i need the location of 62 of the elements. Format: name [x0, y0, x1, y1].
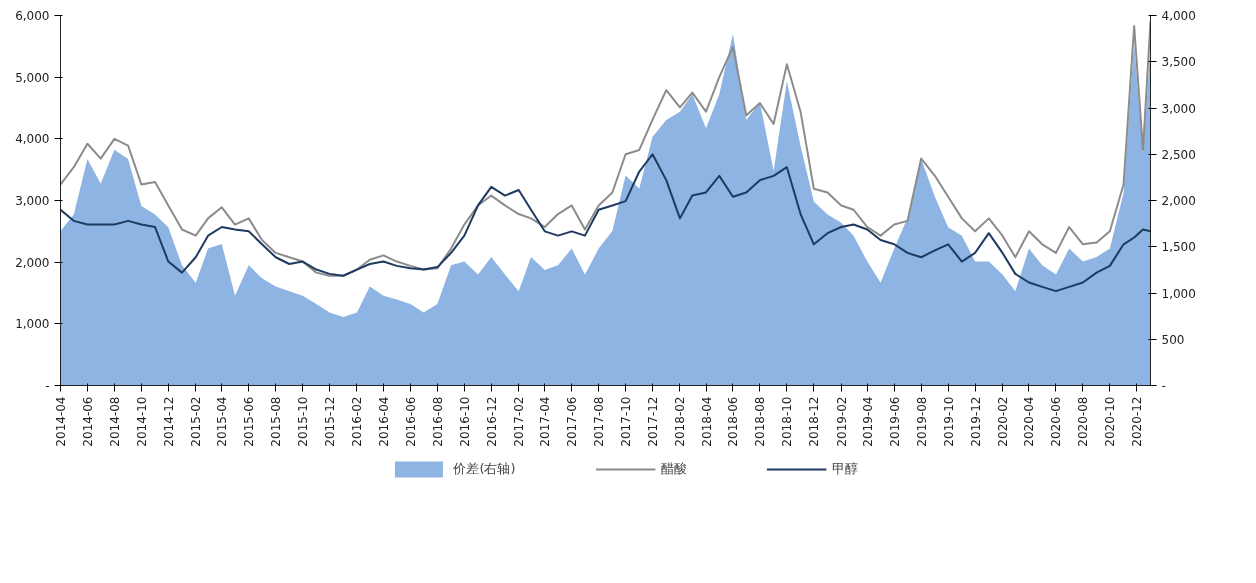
- legend-label: 价差(右轴): [453, 460, 516, 478]
- y-tick-label: 5,000: [15, 70, 50, 85]
- x-tick-label: 2020-12: [1130, 396, 1145, 447]
- y-tick-label: 6,000: [15, 9, 50, 23]
- y2-tick-label: 1,500: [1161, 240, 1196, 255]
- x-tick-label: 2020-04: [1022, 396, 1037, 447]
- x-tick-label: 2019-10: [941, 396, 956, 447]
- x-tick-label: 2015-08: [269, 396, 284, 447]
- x-tick-label: 2018-06: [726, 396, 741, 447]
- y2-tick-label: -: [1161, 379, 1166, 393]
- x-tick-label: 2018-12: [807, 396, 822, 447]
- x-tick-label: 2016-10: [457, 396, 472, 447]
- y2-tick-label: 1,000: [1161, 286, 1196, 301]
- x-tick-label: 2020-02: [995, 396, 1010, 447]
- y2-tick-label: 500: [1161, 332, 1185, 347]
- x-tick-label: 2014-12: [161, 396, 176, 447]
- x-tick-label: 2018-10: [780, 396, 795, 447]
- x-tick-label: 2014-06: [80, 396, 95, 447]
- y-tick-label: 3,000: [15, 194, 50, 208]
- x-tick-label: 2019-04: [860, 396, 875, 447]
- x-tick-label: 2019-12: [968, 396, 983, 447]
- x-tick-label: 2015-02: [189, 396, 204, 447]
- legend-label: 醋酸: [660, 460, 687, 478]
- y-tick-label: 4,000: [15, 132, 50, 147]
- y2-tick-label: 3,500: [1161, 55, 1196, 70]
- line-series: [60, 153, 1151, 293]
- x-tick-label: 2014-04: [54, 396, 68, 447]
- x-tick-label: 2017-10: [619, 396, 634, 447]
- x-tick-label: 2015-12: [323, 396, 338, 447]
- x-tick-label: 2015-10: [296, 396, 311, 447]
- y2-tick-label: 2,500: [1161, 147, 1196, 162]
- x-tick-label: 2015-06: [242, 396, 257, 447]
- x-tick-label: 2016-12: [484, 396, 499, 447]
- y-tick-label: 2,000: [15, 255, 50, 270]
- x-tick-label: 2017-02: [512, 396, 527, 447]
- legend-label: 甲醇: [831, 460, 858, 478]
- x-tick-label: 2019-08: [914, 396, 929, 447]
- x-tick-label: 2020-06: [1049, 396, 1064, 447]
- x-tick-label: 2015-04: [215, 396, 230, 447]
- x-tick-label: 2016-08: [430, 396, 445, 447]
- y2-tick-label: 2,000: [1161, 194, 1196, 208]
- x-tick-label: 2018-08: [753, 396, 768, 447]
- x-tick-label: 2017-12: [646, 396, 661, 447]
- x-tick-label: 2014-10: [134, 396, 149, 447]
- x-tick-label: 2014-08: [107, 396, 122, 447]
- y-tick-label: -: [45, 379, 50, 393]
- x-tick-label: 2020-08: [1076, 396, 1091, 447]
- x-tick-label: 2017-06: [565, 396, 580, 447]
- x-tick-label: 2017-08: [592, 396, 607, 447]
- y-tick-label: 1,000: [15, 317, 50, 332]
- x-tick-label: 2016-04: [376, 396, 391, 447]
- line-series: [60, 20, 1151, 277]
- x-tick-label: 2018-04: [699, 396, 714, 447]
- y2-tick-label: 3,000: [1161, 101, 1196, 116]
- x-tick-label: 2019-02: [834, 396, 849, 447]
- x-tick-label: 2016-06: [403, 396, 418, 447]
- x-tick-label: 2018-02: [673, 396, 688, 447]
- x-tick-label: 2016-02: [350, 396, 365, 447]
- x-tick-label: 2019-06: [887, 396, 902, 447]
- y2-tick-label: 4,000: [1161, 9, 1196, 23]
- x-tick-label: 2020-10: [1103, 396, 1118, 447]
- x-tick-label: 2017-04: [538, 396, 553, 447]
